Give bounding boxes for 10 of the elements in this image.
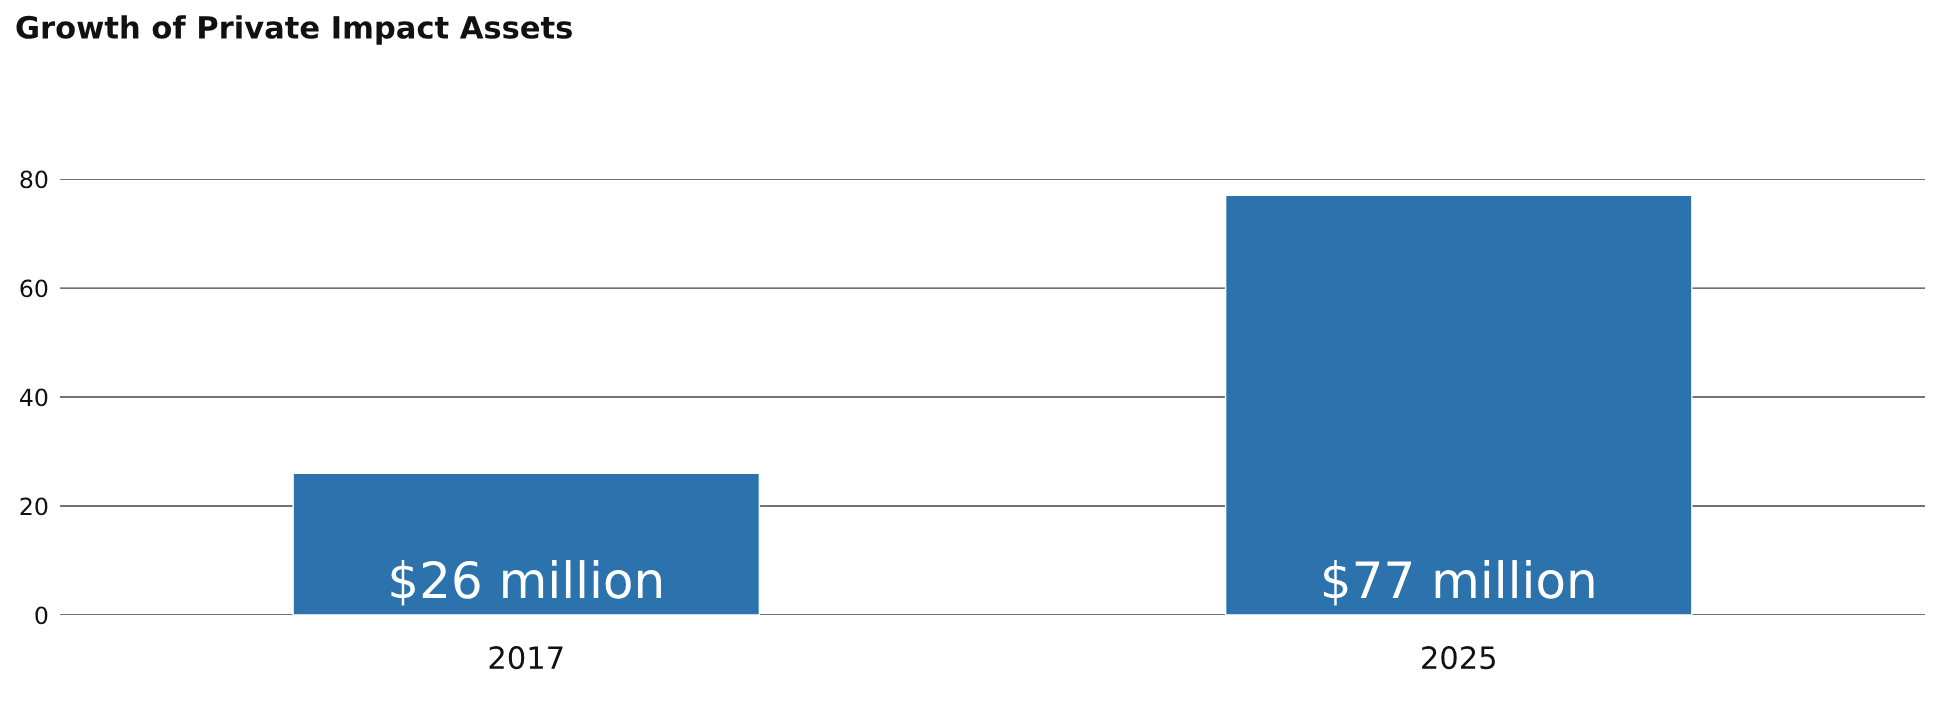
x-tick-label: 2025 (1422, 646, 1495, 670)
data-label: $26 million (391, 560, 661, 606)
y-tick-label: 80 (20, 170, 48, 189)
y-tick-label: 60 (20, 279, 48, 298)
chart-title: Growth of Private Impact Assets (16, 15, 572, 45)
y-tick-label: 20 (20, 497, 48, 516)
y-tick-label: 0 (35, 606, 48, 625)
data-label: $77 million (1323, 560, 1594, 606)
y-tick-label: 40 (20, 388, 48, 407)
x-tick-label: 2017 (489, 646, 563, 670)
